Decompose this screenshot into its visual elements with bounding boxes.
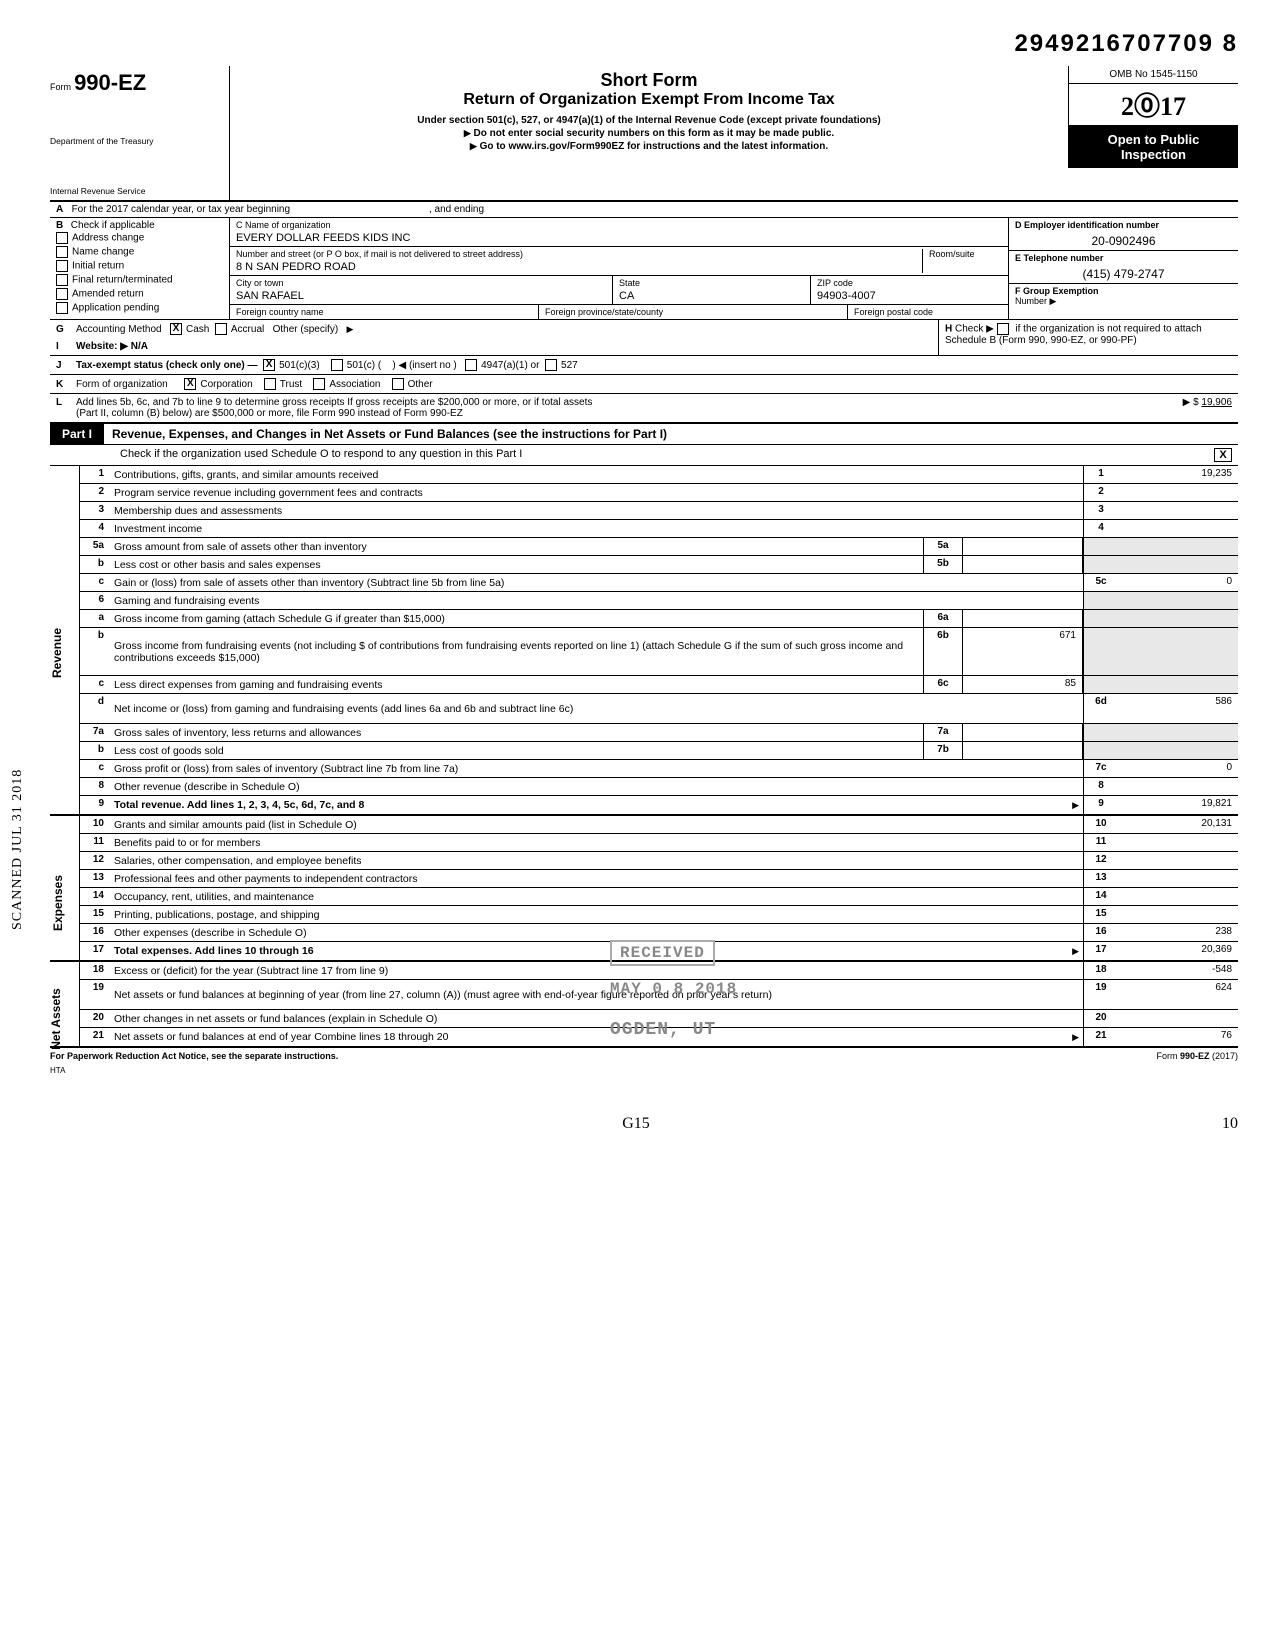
row-k: K Form of organization Corporation Trust… (50, 375, 1238, 394)
line-21-value: 76 (1118, 1028, 1238, 1046)
line-20-value (1118, 1010, 1238, 1027)
line-18-value: -548 (1118, 962, 1238, 979)
check-other-org[interactable] (392, 378, 404, 390)
col-c: C Name of organization EVERY DOLLAR FEED… (230, 218, 1008, 319)
line-6d-value: 586 (1118, 694, 1238, 723)
row-gi-h: G Accounting Method Cash Accrual Other (… (50, 320, 1238, 356)
check-address-change[interactable]: Address change (56, 231, 223, 245)
line-2-value (1118, 484, 1238, 501)
zip: 94903-4007 (817, 290, 1002, 302)
line-8-value (1118, 778, 1238, 795)
omb-number: OMB No 1545-1150 (1069, 66, 1238, 84)
line-1-value: 19,235 (1118, 466, 1238, 483)
open-to-public: Open to Public Inspection (1069, 126, 1238, 168)
title-box: Short Form Return of Organization Exempt… (230, 66, 1068, 158)
line-19-value: 624 (1118, 980, 1238, 1009)
subtitle-ssn: ▶ Do not enter social security numbers o… (240, 128, 1058, 139)
document-id: 2949216707709 8 (50, 30, 1238, 58)
form-number: 990-EZ (74, 70, 146, 95)
check-501c3[interactable] (263, 359, 275, 371)
check-amended[interactable]: Amended return (56, 287, 223, 301)
title-short-form: Short Form (240, 70, 1058, 91)
col-def: D Employer identification number 20-0902… (1008, 218, 1238, 319)
line-6c-value: 85 (963, 676, 1083, 693)
part-1-header: Part I Revenue, Expenses, and Changes in… (50, 424, 1238, 445)
subtitle-url: ▶ Go to www.irs.gov/Form990EZ for instru… (240, 141, 1058, 152)
form-number-box: Form 990-EZ Department of the Treasury I… (50, 66, 230, 200)
check-initial-return[interactable]: Initial return (56, 259, 223, 273)
line-14-value (1118, 888, 1238, 905)
state: CA (619, 290, 804, 302)
org-name: EVERY DOLLAR FEEDS KIDS INC (236, 232, 1002, 244)
check-501c[interactable] (331, 359, 343, 371)
line-11-value (1118, 834, 1238, 851)
check-final-return[interactable]: Final return/terminated (56, 273, 223, 287)
revenue-section: Revenue 1Contributions, gifts, grants, a… (50, 466, 1238, 816)
tax-year: 2⓪17 (1069, 84, 1238, 126)
gross-receipts: 19,906 (1201, 397, 1232, 408)
line-10-value: 20,131 (1118, 816, 1238, 833)
col-b: B Check if applicable Address change Nam… (50, 218, 230, 319)
line-5c-value: 0 (1118, 574, 1238, 591)
check-4947[interactable] (465, 359, 477, 371)
row-j: J Tax-exempt status (check only one) — 5… (50, 356, 1238, 375)
street-address: 8 N SAN PEDRO ROAD (236, 261, 922, 273)
hta-label: HTA (50, 1066, 1238, 1075)
city: SAN RAFAEL (236, 290, 606, 302)
subtitle-section: Under section 501(c), 527, or 4947(a)(1)… (240, 115, 1058, 126)
form-header: Form 990-EZ Department of the Treasury I… (50, 66, 1238, 202)
line-6b-value: 671 (963, 628, 1083, 675)
line-17-value: 20,369 (1118, 942, 1238, 960)
form-prefix: Form (50, 82, 71, 92)
irs-label: Internal Revenue Service (50, 186, 221, 196)
bottom-g15: G15 (622, 1115, 650, 1133)
line-3-value (1118, 502, 1238, 519)
expenses-section: Expenses 10Grants and similar amounts pa… (50, 816, 1238, 962)
schedule-o-checkbox[interactable]: X (1214, 448, 1232, 462)
line-15-value (1118, 906, 1238, 923)
check-schedule-b[interactable] (997, 323, 1009, 335)
line-7c-value: 0 (1118, 760, 1238, 777)
line-4-value (1118, 520, 1238, 537)
line-12-value (1118, 852, 1238, 869)
bottom-marks: G15 10 (50, 1115, 1238, 1133)
line-13-value (1118, 870, 1238, 887)
check-name-change[interactable]: Name change (56, 245, 223, 259)
check-527[interactable] (545, 359, 557, 371)
phone: (415) 479-2747 (1015, 267, 1232, 281)
footer: For Paperwork Reduction Act Notice, see … (50, 1048, 1238, 1064)
ein: 20-0902496 (1015, 234, 1232, 248)
check-trust[interactable] (264, 378, 276, 390)
net-assets-section: Net Assets 18Excess or (deficit) for the… (50, 962, 1238, 1048)
page: 2949216707709 8 Form 990-EZ Department o… (50, 30, 1238, 1133)
bottom-10: 10 (1222, 1115, 1238, 1133)
check-association[interactable] (313, 378, 325, 390)
scanned-stamp: SCANNED JUL 31 2018 (10, 769, 26, 930)
line-9-value: 19,821 (1118, 796, 1238, 814)
check-accrual[interactable] (215, 323, 227, 335)
line-16-value: 238 (1118, 924, 1238, 941)
check-cash[interactable] (170, 323, 182, 335)
check-corporation[interactable] (184, 378, 196, 390)
schedule-o-check-row: Check if the organization used Schedule … (50, 445, 1238, 466)
title-return: Return of Organization Exempt From Incom… (240, 91, 1058, 109)
section-bcdef: B Check if applicable Address change Nam… (50, 218, 1238, 320)
row-l: L Add lines 5b, 6c, and 7b to line 9 to … (50, 394, 1238, 424)
omb-box: OMB No 1545-1150 2⓪17 Open to Public Ins… (1068, 66, 1238, 168)
row-a: A For the 2017 calendar year, or tax yea… (50, 202, 1238, 218)
check-pending[interactable]: Application pending (56, 301, 223, 315)
department: Department of the Treasury (50, 136, 221, 146)
